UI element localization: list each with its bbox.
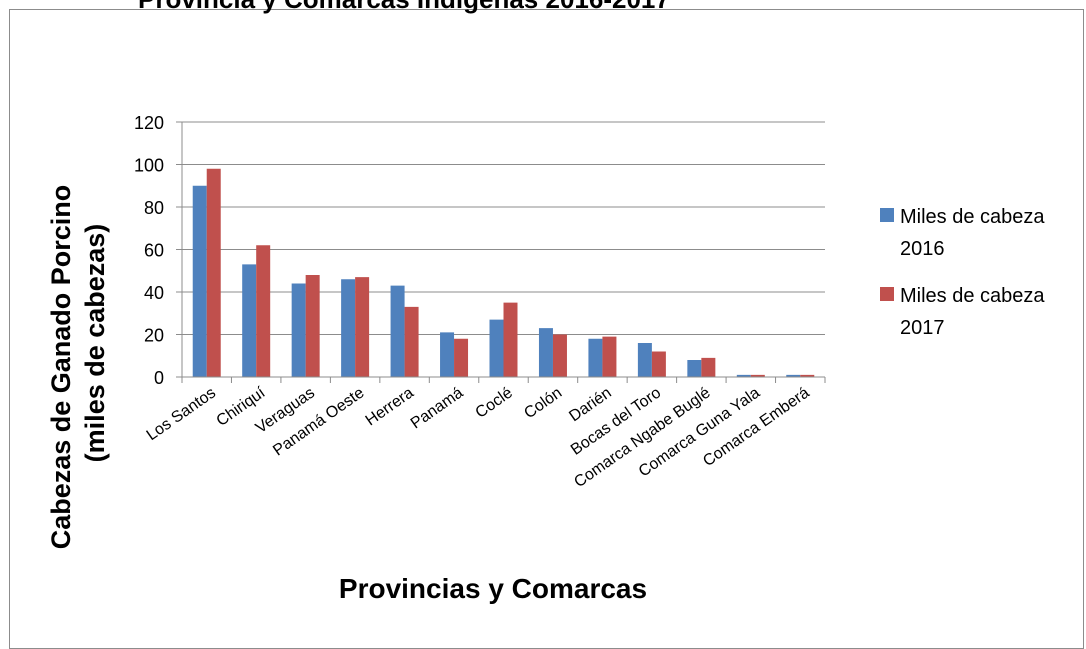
axes <box>181 122 826 383</box>
bar-2016 <box>390 285 405 377</box>
y-tick-label: 0 <box>154 368 164 388</box>
x-tick-label: Coclé <box>473 384 516 421</box>
bar-2016 <box>736 374 751 377</box>
y-tick-labels: 0 20 40 60 80 100 120 <box>134 113 164 388</box>
y-tick-label: 40 <box>144 283 164 303</box>
bar-2016 <box>440 332 455 377</box>
bar-2017 <box>206 168 221 377</box>
bar-2017 <box>355 277 370 377</box>
bar-2017 <box>503 302 518 377</box>
legend: Miles de cabeza 2016 Miles de cabeza 201… <box>880 206 1045 339</box>
bar-2017 <box>404 306 419 377</box>
bar-2016 <box>637 343 652 377</box>
bar-2016 <box>192 185 207 377</box>
x-tick-label: Los Santos <box>144 384 219 444</box>
bar-chart: 0 20 40 60 80 100 120 Los SantosChiriquíVeragu… <box>46 113 1045 604</box>
y-tick-label: 120 <box>134 113 164 133</box>
y-axis-title-line1: Cabezas de Ganado Porcino <box>46 185 76 550</box>
bar-2017 <box>256 245 271 377</box>
y-tick-label: 100 <box>134 156 164 176</box>
y-axis-title-line2: (miles de cabezas) <box>80 224 110 463</box>
bar-2016 <box>489 319 504 377</box>
bar-2016 <box>242 264 257 377</box>
legend-label-2017-line2: 2017 <box>900 317 945 339</box>
x-tick-label: Panamá <box>408 384 467 432</box>
bar-2016 <box>291 283 306 377</box>
bar-2017 <box>701 357 716 377</box>
y-tick-label: 80 <box>144 198 164 218</box>
y-tick-label: 20 <box>144 326 164 346</box>
bar-2017 <box>651 351 666 377</box>
bars <box>192 168 815 377</box>
legend-label-2016-line2: 2016 <box>900 238 945 260</box>
x-tick-label: Herrera <box>363 384 417 429</box>
bar-2017 <box>454 338 469 377</box>
bar-2016 <box>786 374 801 377</box>
bar-2017 <box>750 374 765 377</box>
chart-title: Provincia y Comarcas Indígenas 2016-2017 <box>0 0 1086 15</box>
legend-label-2016-line1: Miles de cabeza <box>900 206 1045 228</box>
y-tick-label: 60 <box>144 241 164 261</box>
legend-swatch-2016 <box>880 208 894 222</box>
bar-2017 <box>552 334 567 377</box>
bar-2016 <box>341 279 356 377</box>
bar-2017 <box>800 374 815 377</box>
bar-2017 <box>602 336 617 377</box>
bar-2017 <box>305 275 320 377</box>
legend-swatch-2017 <box>880 287 894 301</box>
x-tick-label: Colón <box>521 384 565 422</box>
bar-2016 <box>538 328 553 377</box>
bar-2016 <box>687 360 702 377</box>
x-axis-title: Provincias y Comarcas <box>339 573 647 604</box>
bar-2016 <box>588 338 603 377</box>
x-tick-label: Panamá Oeste <box>270 384 367 459</box>
legend-label-2017-line1: Miles de cabeza <box>900 285 1045 307</box>
